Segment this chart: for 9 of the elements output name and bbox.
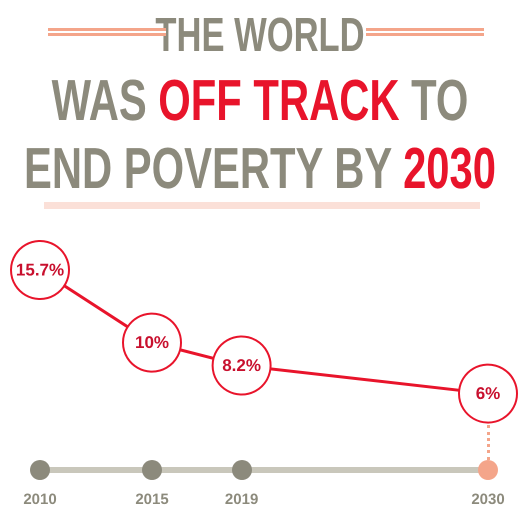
x-tick-label: 2019: [224, 491, 258, 508]
data-label: 10%: [134, 333, 170, 352]
x-tick-label: 2015: [135, 491, 169, 508]
chart-title: THE WORLD WAS OFF TRACK TO END POVERTY BY 2030: [24, 9, 496, 201]
data-label: 6%: [476, 384, 500, 404]
data-label: 15.7%: [16, 260, 64, 280]
data-label: 8.2%: [222, 356, 261, 376]
x-tick-label: 2030: [471, 491, 505, 508]
x-tick-label: 2010: [23, 491, 57, 508]
